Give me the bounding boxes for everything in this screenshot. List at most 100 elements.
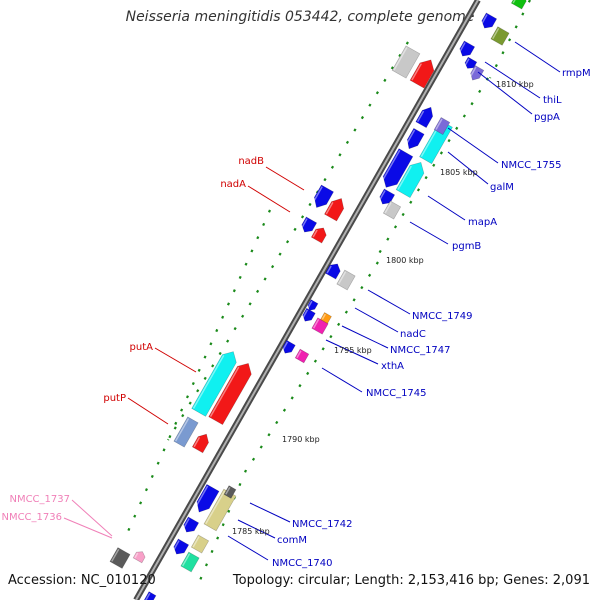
feature-gray-pgmB[interactable] (382, 200, 402, 220)
feature-darkgray-1742-highlight (225, 486, 231, 495)
gene-label-pgmB[interactable]: pgmB (452, 241, 481, 252)
feature-khaki-1742[interactable] (203, 488, 237, 532)
feature-thiL[interactable] (490, 26, 510, 46)
feature-pink-1736[interactable] (132, 549, 147, 564)
feature-orange-1747[interactable] (320, 312, 332, 324)
feature-purple-1755[interactable] (433, 117, 451, 135)
feature-blue-nadC-highlight (301, 309, 309, 319)
feature-red-putP[interactable] (191, 431, 211, 454)
feature-pgpA-a-highlight (458, 42, 466, 54)
gene-label-comM[interactable]: comM (277, 535, 307, 546)
gene-label-pgpA[interactable]: pgpA (534, 112, 560, 123)
feature-blue-nadA[interactable] (299, 216, 318, 235)
feature-purple-1755-highlight (435, 118, 443, 130)
feature-pgpA-b-highlight (469, 66, 477, 78)
feature-blue-1755b[interactable] (404, 127, 425, 151)
gene-label-putP[interactable]: putP (103, 393, 126, 404)
feature-gray-outer1[interactable] (391, 45, 421, 79)
kbp-label-1800: 1800 kbp (386, 256, 424, 265)
feature-blue-bottom[interactable] (143, 591, 157, 600)
feature-khaki-1740[interactable] (190, 534, 210, 554)
feature-blue-1749a-highlight (326, 265, 332, 274)
tick-track-outer (124, 0, 531, 537)
feature-cyan-putA[interactable] (191, 348, 241, 417)
feature-blue-nadB[interactable] (310, 184, 334, 211)
kbp-label-1785: 1785 kbp (232, 527, 270, 536)
feature-pgpA-b[interactable] (468, 65, 485, 82)
feature-blue-nadA-highlight (300, 218, 308, 230)
feature-red-nadA-highlight (312, 229, 318, 238)
tick-track-inner (194, 77, 489, 591)
feature-gray-1749-highlight (337, 271, 347, 285)
gene-label-NMCC_1736[interactable]: NMCC_1736 (1, 512, 62, 523)
feature-magenta-1747-highlight (312, 319, 320, 329)
feature-magenta-1747[interactable] (311, 317, 329, 335)
gene-label-NMCC_1742[interactable]: NMCC_1742 (292, 519, 353, 530)
feature-blue-top2[interactable] (463, 56, 478, 71)
feature-red-outer1[interactable] (409, 56, 438, 89)
feature-red-putP-highlight (193, 437, 201, 448)
feature-khaki-1742-highlight (205, 490, 226, 525)
gene-label-galM[interactable]: galM (490, 182, 514, 193)
kbp-label-1810: 1810 kbp (496, 80, 534, 89)
feature-red-putA-highlight (209, 366, 240, 417)
gene-label-NMCC_1747[interactable]: NMCC_1747 (390, 345, 451, 356)
feature-blue-top1[interactable] (479, 12, 498, 31)
feature-blue-xthA[interactable] (281, 339, 296, 355)
gene-label-nadC[interactable]: nadC (400, 329, 426, 340)
feature-cyan-galM[interactable] (395, 158, 428, 199)
feature-blue-top2-highlight (464, 58, 470, 67)
feature-darkgray-1737[interactable] (109, 547, 131, 569)
gene-label-NMCC_1740[interactable]: NMCC_1740 (272, 558, 333, 569)
feature-steel-putP[interactable] (173, 416, 199, 448)
feature-magenta-1745[interactable] (294, 348, 310, 364)
feature-darkgray-1737-highlight (111, 548, 120, 562)
gene-label-xthA[interactable]: xthA (381, 361, 404, 372)
feature-blue-1755a[interactable] (415, 104, 436, 129)
feature-red-nadB-highlight (325, 202, 334, 215)
gene-label-rmpM[interactable]: rmpM (562, 68, 591, 79)
feature-pink-1736-highlight (134, 552, 139, 559)
kbp-label-1790: 1790 kbp (282, 435, 320, 444)
feature-magenta-1745-highlight (296, 350, 302, 359)
feature-blue-nadC[interactable] (301, 307, 316, 323)
feature-teal-1740[interactable] (180, 551, 200, 573)
gene-label-NMCC_1749[interactable]: NMCC_1749 (412, 311, 473, 322)
gene-label-NMCC_1737[interactable]: NMCC_1737 (9, 494, 70, 505)
leader-lines (227, 41, 561, 561)
feature-gray-pgmB-highlight (384, 202, 392, 214)
feature-red-nadB[interactable] (324, 195, 347, 222)
feature-blue-1747[interactable] (306, 299, 319, 313)
feature-red-nadA[interactable] (310, 225, 328, 244)
feature-blue-top1-highlight (480, 14, 488, 26)
feature-red-putA[interactable] (208, 359, 256, 426)
feature-blue-1755b-highlight (404, 129, 416, 146)
feature-orange-1747-highlight (321, 313, 326, 320)
feature-blue-1749a[interactable] (324, 261, 342, 280)
feature-blue-1740a[interactable] (171, 538, 190, 557)
feature-blue-comM[interactable] (181, 516, 200, 535)
feature-cyan-galM-highlight (397, 165, 412, 190)
feature-darkgray-1742[interactable] (223, 485, 237, 499)
gene-label-NMCC_1755[interactable]: NMCC_1755 (501, 160, 562, 171)
feature-blue-xthA-highlight (281, 341, 289, 351)
gene-label-thiL[interactable]: thiL (543, 95, 562, 106)
feature-blue-1742a[interactable] (193, 483, 220, 515)
leader-lines-red (127, 166, 305, 425)
gene-label-mapA[interactable]: mapA (468, 217, 497, 228)
feature-blue-galM-highlight (380, 149, 401, 184)
gene-label-nadA[interactable]: nadA (220, 179, 246, 190)
feature-gray-1749[interactable] (336, 269, 356, 291)
gene-label-putA[interactable]: putA (130, 342, 154, 353)
feature-cyan-putA-highlight (192, 354, 225, 409)
feature-blue-galM[interactable] (379, 148, 414, 192)
feature-teal-1740-highlight (181, 553, 191, 567)
feature-rmpM[interactable] (510, 0, 528, 10)
feature-steel-putP-highlight (175, 418, 190, 442)
feature-blue-mapA[interactable] (377, 188, 396, 207)
map-title: Neisseria meningitidis 053442, complete … (125, 9, 475, 25)
gene-label-NMCC_1745[interactable]: NMCC_1745 (366, 388, 427, 399)
feature-pgpA-a[interactable] (457, 40, 476, 59)
gene-label-nadB[interactable]: nadB (238, 156, 264, 167)
